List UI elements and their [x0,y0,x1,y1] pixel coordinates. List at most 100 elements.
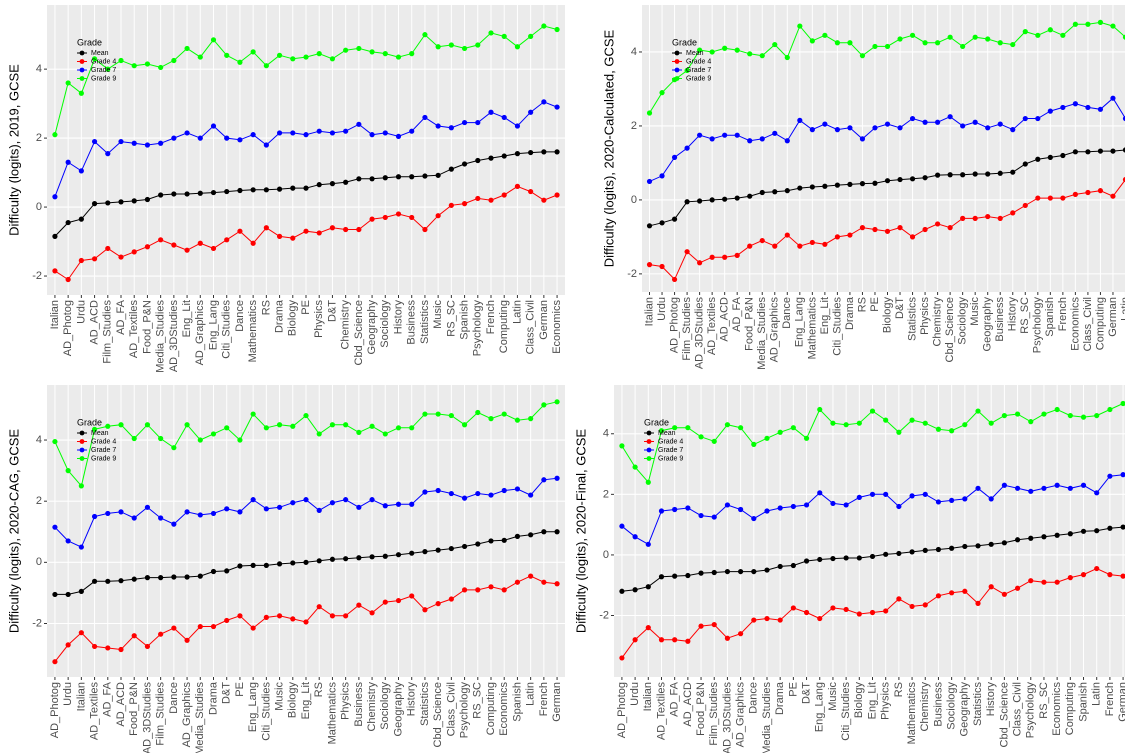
data-point [514,533,521,539]
data-point [960,43,966,50]
x-tick-label: Business [932,682,944,727]
data-point [514,486,521,492]
data-point [105,245,111,252]
x-tick-label: Biology [853,682,865,719]
data-point [646,223,653,229]
legend-label: Grade 7 [686,67,711,74]
x-tick-label: Dance [781,297,793,329]
data-point [672,573,678,579]
data-point [501,537,507,543]
x-tick-label: AD_Photog [616,682,628,738]
data-point [237,228,243,234]
data-point [658,428,665,434]
data-point [237,509,243,515]
data-point [356,555,362,561]
x-tick-label: AD_Graphics [735,682,747,748]
data-point [475,42,481,48]
data-point [922,420,928,426]
data-point [975,485,981,491]
data-point [1097,106,1104,112]
x-tick-label: Drama [273,299,285,333]
data-point [896,550,902,557]
data-point [422,226,428,233]
x-tick-label: AD_Photog [668,297,680,353]
data-point [711,621,717,628]
x-tick-label: AD_ACD [88,300,100,345]
y-tick-label: 0 [36,556,42,568]
legend-key [79,439,85,444]
x-tick-label: Computing [498,300,510,353]
data-point [118,646,124,653]
x-tick-label: French [538,682,550,716]
x-tick-label: Citi_Studies [840,682,852,741]
data-point [1041,579,1047,585]
data-point [171,57,177,64]
data-point [224,135,230,141]
x-tick-label: Eng_Lit [300,682,312,719]
x-tick-label: AD_Photog [62,300,74,356]
data-point [541,99,547,105]
data-point [541,477,547,483]
x-tick-label: D&T [894,297,906,319]
data-point [646,110,653,116]
data-point [65,538,71,544]
data-point [448,412,454,419]
data-point [817,556,823,563]
data-point [290,500,296,506]
data-point [316,182,322,188]
x-tick-label: Spanish [458,300,470,340]
data-point [461,45,468,52]
x-tick-label: Food_P&N [695,682,707,736]
x-tick-label: AD_3DStudies [721,682,733,753]
x-tick-label: AD_ACD [682,682,694,727]
data-point [1028,578,1034,584]
data-point [1122,177,1125,183]
data-point [734,47,740,53]
data-point [356,429,362,435]
y-axis-title: Difficulty (logits), 2020-Final, GCSE [573,429,588,634]
x-tick-label: Computing [1064,682,1076,735]
data-point [541,579,547,585]
data-point [1047,108,1053,114]
x-tick-label: RS [260,300,272,315]
x-tick-label: Music [432,300,444,329]
data-point [684,199,690,205]
data-point [949,497,955,504]
data-point [1054,482,1060,488]
data-point [184,130,190,136]
data-point [382,51,388,57]
data-point [790,562,796,569]
data-point [1072,21,1078,27]
data-point [303,412,309,419]
data-point [131,249,137,255]
data-point [210,431,217,437]
data-point [764,435,770,441]
data-point [343,179,349,185]
data-point [817,406,823,413]
data-point [1067,575,1073,581]
data-point [1060,195,1066,201]
data-point [171,445,177,451]
data-point [935,119,941,125]
x-tick-label: Mathematics [247,300,259,363]
data-point [671,154,678,160]
data-point [528,532,534,538]
x-tick-label: AD_ACD [719,297,731,342]
y-tick-label: -2 [32,617,42,629]
data-point [1035,32,1041,38]
data-point [250,411,256,417]
x-tick-label: AD_FA [731,296,743,332]
data-point [935,499,942,505]
legend-key [79,456,85,461]
data-point [1022,115,1028,122]
data-point [263,63,269,69]
data-point [118,254,124,260]
data-point [210,245,217,252]
data-point [356,226,362,233]
data-point [1028,488,1034,494]
data-point [528,33,534,39]
data-point [250,49,256,55]
x-tick-label: Spanish [511,682,523,722]
x-tick-label: AD_Textiles [128,300,140,359]
